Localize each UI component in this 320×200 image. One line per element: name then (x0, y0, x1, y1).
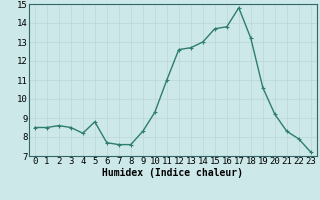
X-axis label: Humidex (Indice chaleur): Humidex (Indice chaleur) (102, 168, 243, 178)
